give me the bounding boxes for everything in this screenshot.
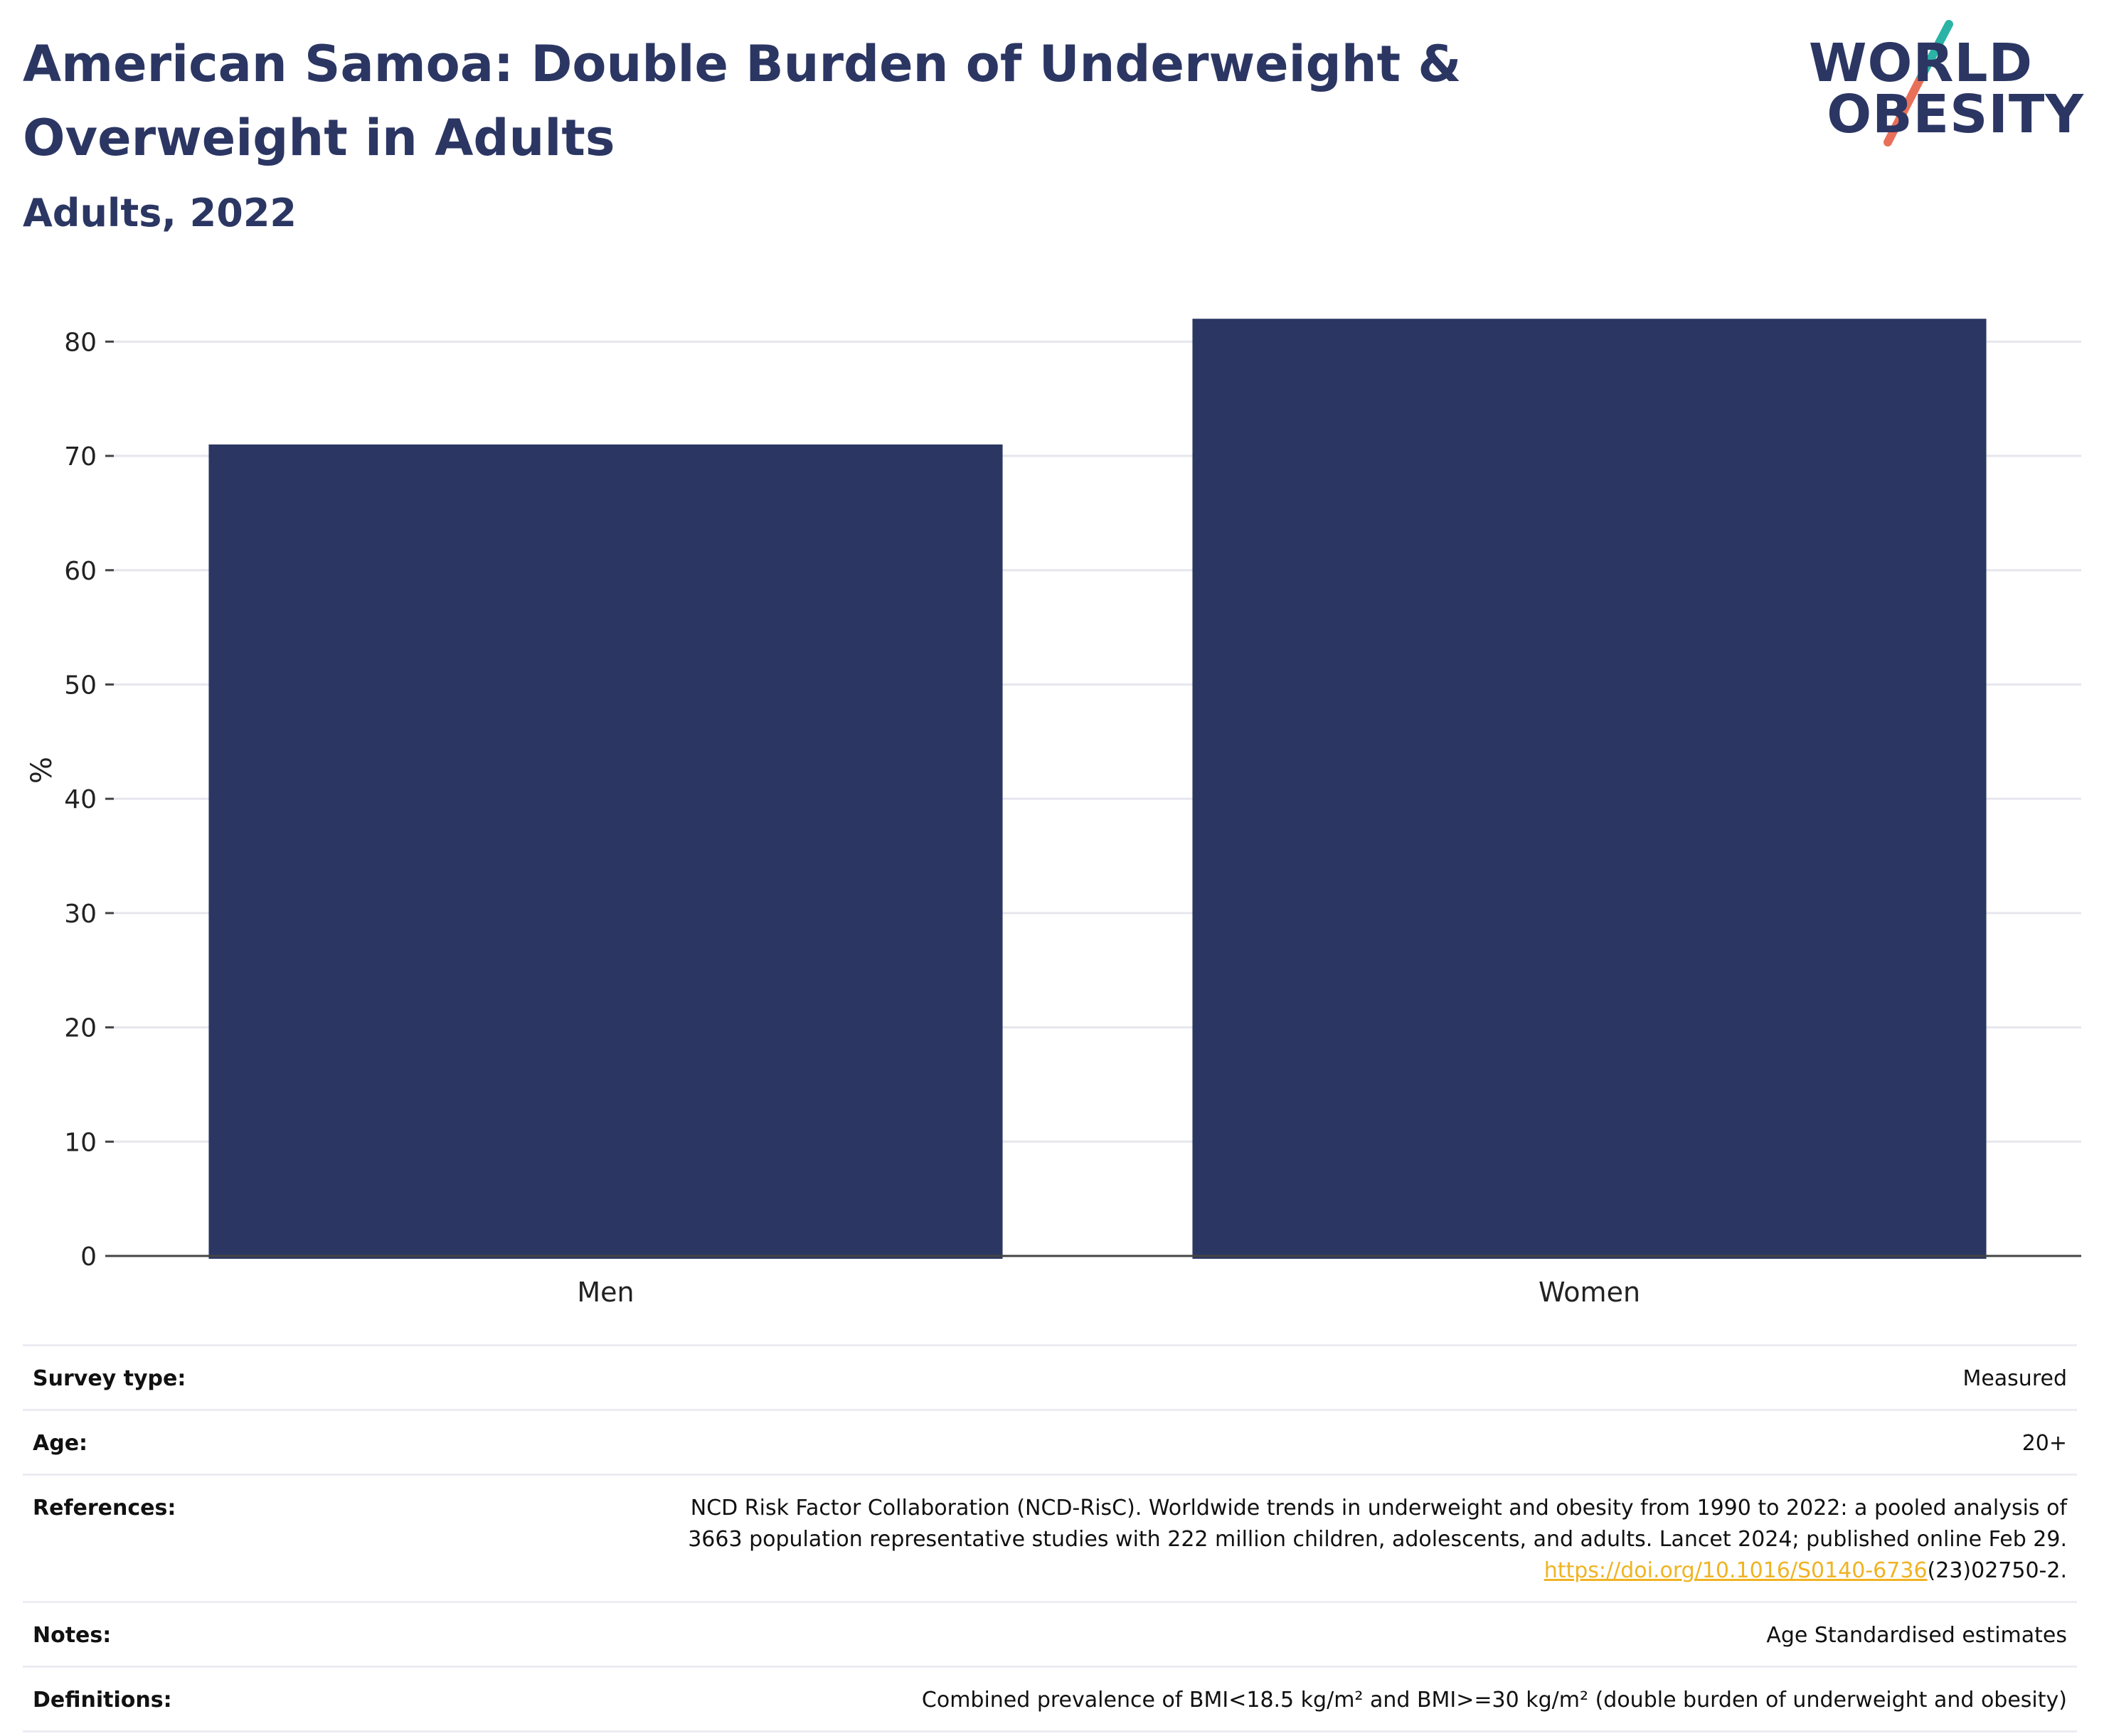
x-tick-label: Men <box>577 1277 634 1308</box>
info-table: Survey type: Measured Age: 20+ Reference… <box>23 1344 2077 1732</box>
info-label: Notes: <box>33 1623 112 1648</box>
info-label: References: <box>33 1496 176 1521</box>
y-tick-label: 20 <box>64 1014 97 1043</box>
y-tick-label: 80 <box>64 328 97 357</box>
logo-text-obesity: OBESITY <box>1827 84 2084 145</box>
info-row-survey-type: Survey type: Measured <box>23 1344 2077 1409</box>
bar-men <box>208 444 1003 1259</box>
bar-chart: 0 10 20 30 40 50 60 70 80 Men Women% <box>26 319 2081 1308</box>
info-value: NCD Risk Factor Collaboration (NCD-RisC)… <box>374 1493 2067 1587</box>
info-value: Measured <box>1962 1366 2067 1391</box>
reference-text-line-1: NCD Risk Factor Collaboration (NCD-RisC)… <box>690 1496 2067 1521</box>
reference-text-line-2: 3663 population representative studies w… <box>688 1527 2067 1552</box>
info-value: 20+ <box>2021 1431 2067 1456</box>
info-value: Age Standardised estimates <box>1766 1623 2067 1648</box>
info-label: Definitions: <box>33 1688 172 1713</box>
reference-text-line-3: https://doi.org/10.1016/S0140-6736(23)02… <box>374 1555 2067 1587</box>
info-row-definitions: Definitions: Combined prevalence of BMI<… <box>23 1666 2077 1732</box>
y-tick-label: 70 <box>64 442 97 472</box>
y-tick-label: 40 <box>64 785 97 814</box>
reference-doi-link[interactable]: https://doi.org/10.1016/S0140-6736 <box>1544 1558 1928 1583</box>
info-row-age: Age: 20+ <box>23 1409 2077 1474</box>
logo-slash-icon <box>1883 20 1953 147</box>
x-tick-label: Women <box>1539 1277 1640 1308</box>
info-value: Combined prevalence of BMI<18.5 kg/m² an… <box>921 1688 2067 1713</box>
y-tick-label: 50 <box>64 671 97 700</box>
page-title: American Samoa: Double Burden of Underwe… <box>23 35 1462 167</box>
y-tick-label: 60 <box>64 557 97 586</box>
y-tick-label: 0 <box>80 1242 97 1272</box>
info-row-notes: Notes: Age Standardised estimates <box>23 1601 2077 1666</box>
world-obesity-logo: WORLD OBESITY <box>1809 20 2084 155</box>
reference-link-suffix: (23)02750-2. <box>1927 1558 2067 1583</box>
logo-text-world: WORLD <box>1808 33 2033 94</box>
info-label: Age: <box>33 1431 88 1456</box>
bar-women <box>1192 319 1987 1259</box>
page-subtitle: Adults, 2022 <box>23 191 297 235</box>
y-axis-label: % <box>26 757 58 784</box>
y-tick-label: 10 <box>64 1128 97 1157</box>
y-tick-label: 30 <box>64 900 97 929</box>
info-label: Survey type: <box>33 1366 186 1391</box>
info-row-references: References: NCD Risk Factor Collaboratio… <box>23 1474 2077 1601</box>
